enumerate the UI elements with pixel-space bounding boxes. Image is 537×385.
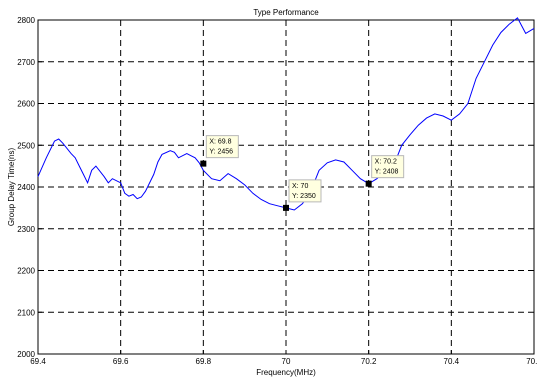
datatip-y: Y: 2350	[292, 193, 316, 200]
x-tick-label: 70.4	[444, 357, 460, 366]
data-marker[interactable]	[200, 160, 207, 167]
y-tick-label: 2500	[17, 141, 35, 150]
datatip-x: X: 70.2	[375, 159, 397, 166]
x-tick-label: 70.2	[361, 357, 377, 366]
y-tick-label: 2000	[17, 350, 35, 359]
y-tick-label: 2200	[17, 267, 35, 276]
y-tick-label: 2300	[17, 225, 35, 234]
x-tick-label: 69.4	[30, 357, 46, 366]
data-marker[interactable]	[365, 180, 372, 187]
datatip-x: X: 69.8	[209, 139, 231, 146]
chart-title: Type Performance	[253, 8, 319, 17]
x-tick-label: 69.8	[196, 357, 212, 366]
datatip-x: X: 70	[292, 183, 308, 190]
data-line	[37, 17, 535, 211]
datatip-y: Y: 2456	[209, 149, 233, 156]
x-tick-label: 70.6	[526, 357, 537, 366]
y-tick-label: 2800	[17, 16, 35, 25]
y-tick-label: 2600	[17, 100, 35, 109]
x-tick-label: 70	[282, 357, 291, 366]
datatip-box	[288, 179, 322, 203]
y-axis-label: Group Delay Time(ns)	[7, 148, 16, 227]
x-tick-label: 69.6	[113, 357, 129, 366]
y-tick-label: 2400	[17, 183, 35, 192]
datatip-box	[205, 135, 239, 159]
y-tick-label: 2700	[17, 58, 35, 67]
datatip-box	[371, 155, 405, 179]
datatip-y: Y: 2408	[375, 169, 399, 176]
y-tick-label: 2100	[17, 308, 35, 317]
x-axis-label: Frequency(MHz)	[256, 368, 316, 377]
data-marker[interactable]	[283, 204, 289, 211]
